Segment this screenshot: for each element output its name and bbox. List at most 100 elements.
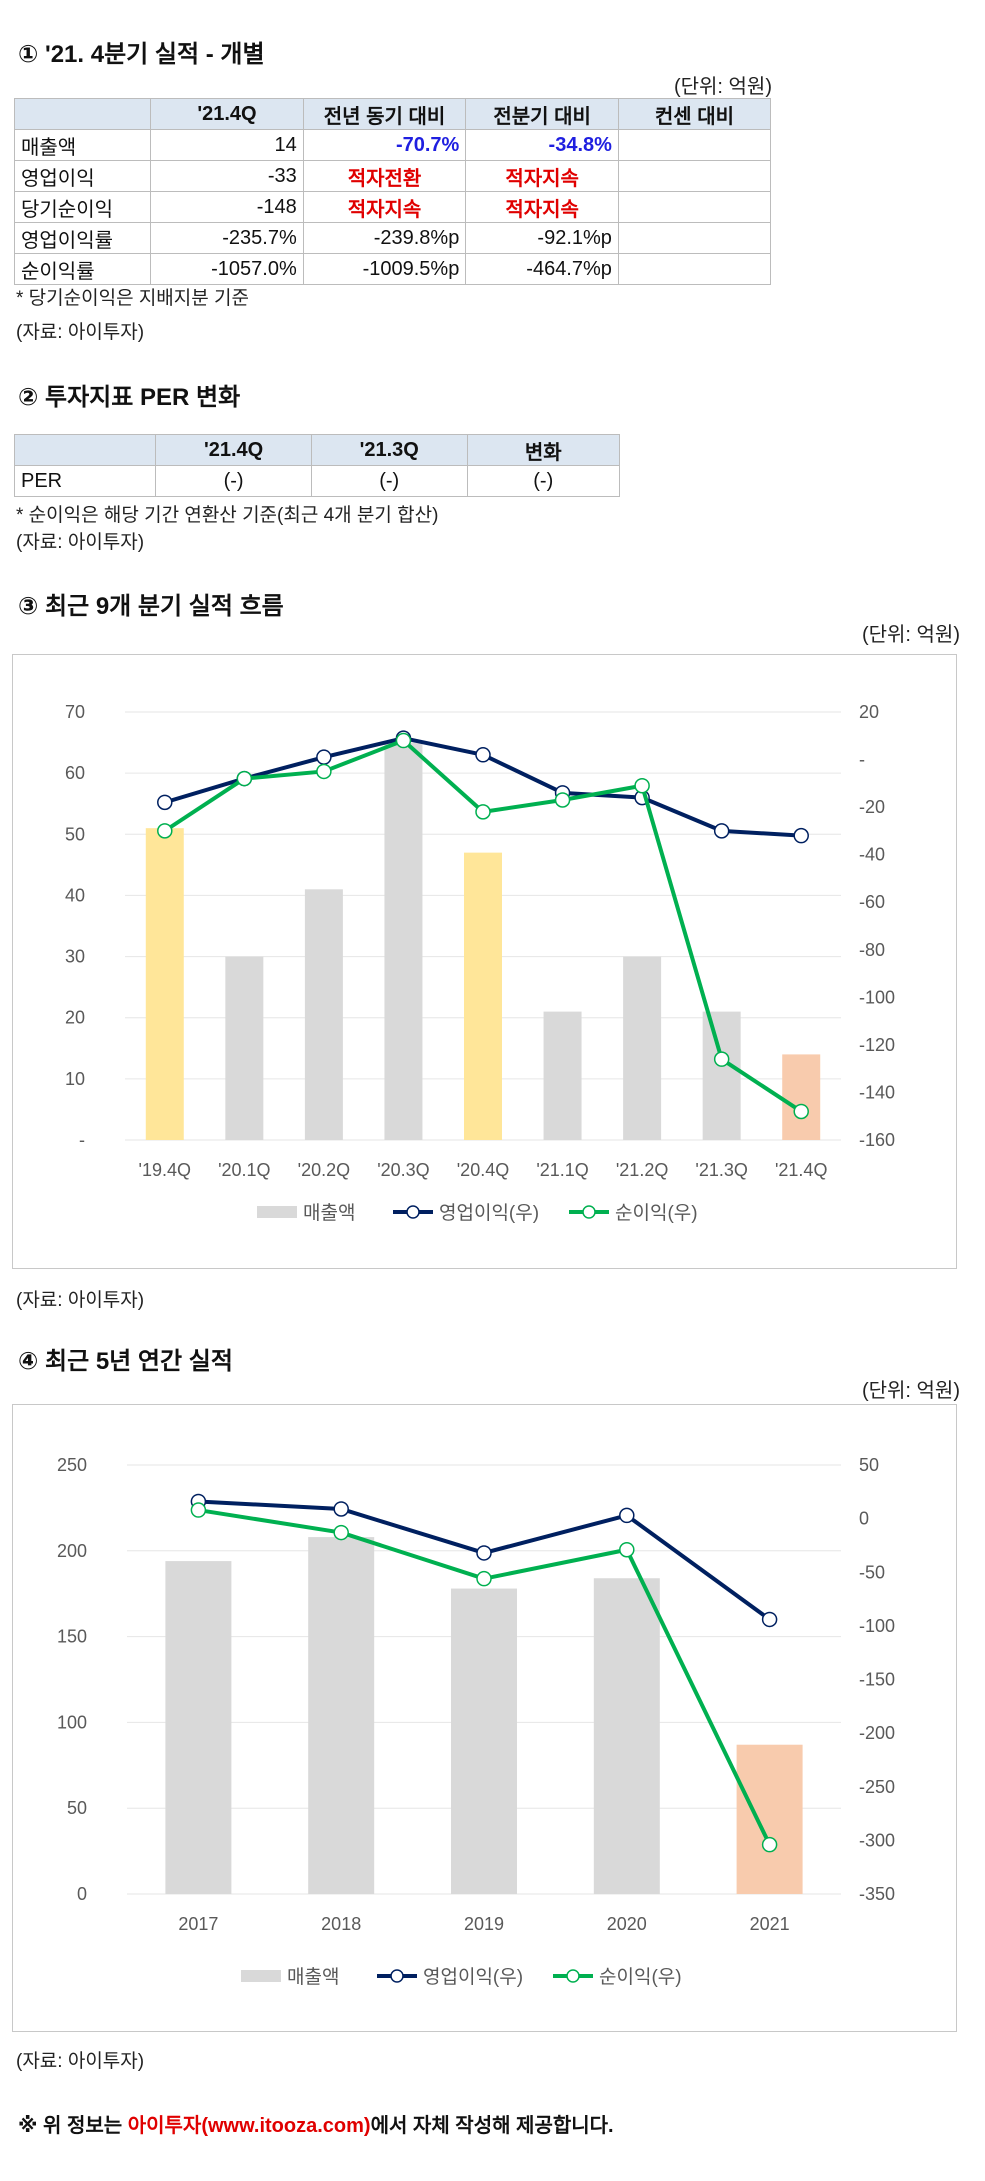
net-profit-point <box>236 770 253 787</box>
operating-profit-point <box>475 747 491 763</box>
cell-yoy: -1009.5%p <box>302 253 467 285</box>
operating-profit-point <box>619 1507 635 1524</box>
category-label: '20.4Q <box>457 1160 509 1180</box>
table-row: 영업이익률 -235.7% -239.8%p -92.1%p <box>13 222 772 254</box>
section4-unit: (단위: 억원) <box>861 1380 960 1402</box>
right-axis-tick-label: 50 <box>859 1455 879 1475</box>
cell-quarter: -1057.0% <box>150 253 304 285</box>
net-profit-point <box>713 1051 730 1067</box>
revenue-bar <box>593 1578 660 1894</box>
footer-suffix: 에서 자체 작성해 제공합니다. <box>370 2115 614 2137</box>
left-axis-tick-label: 150 <box>57 1627 87 1647</box>
left-axis-tick-label: - <box>79 1130 85 1150</box>
revenue-bar <box>782 1054 821 1140</box>
category-label: '21.2Q <box>616 1160 668 1180</box>
net-profit-point <box>476 1570 492 1587</box>
cell-yoy: 적자지속 <box>302 191 467 223</box>
revenue-bar <box>384 742 423 1140</box>
operating-profit-point <box>793 827 809 844</box>
section2-note: * 순이익은 해당 기간 연환산 기준(최근 4개 분기 합산) <box>16 505 439 526</box>
left-axis-tick-label: 50 <box>65 824 85 844</box>
cell-yoy: 적자전환 <box>302 160 467 192</box>
right-axis-tick-label: -120 <box>859 1035 895 1055</box>
right-axis-tick-label: -150 <box>859 1670 895 1690</box>
revenue-bar <box>464 852 502 1140</box>
cell-qoq: -464.7%p <box>465 253 619 285</box>
cell-consensus <box>617 129 772 161</box>
right-axis-tick-label: -50 <box>859 1562 885 1582</box>
category-label: '21.4Q <box>775 1160 827 1180</box>
right-axis-tick-label: -100 <box>859 1616 895 1636</box>
footer-brand-link[interactable]: 아이투자(www.itooza.com) <box>127 2115 371 2137</box>
cell-quarter: -148 <box>150 191 304 223</box>
category-label: '20.3Q <box>377 1160 429 1180</box>
legend-revenue-swatch <box>241 1970 281 1982</box>
footer-notice: ※ 위 정보는 아이투자(www.itooza.com)에서 자체 작성해 제공… <box>18 2109 614 2138</box>
category-label: 2021 <box>750 1914 790 1934</box>
cell-yoy: -70.7% <box>302 129 467 161</box>
table-header-cell: 컨센 대비 <box>617 98 772 130</box>
left-axis-tick-label: 70 <box>65 702 85 722</box>
left-axis-tick-label: 200 <box>57 1541 87 1561</box>
net-profit-point <box>333 1524 349 1541</box>
section2-source: (자료: 아이투자) <box>16 532 145 553</box>
right-axis-tick-label: 20 <box>859 702 879 722</box>
legend-net-profit-marker <box>582 1205 596 1219</box>
category-label: 2019 <box>464 1914 504 1934</box>
operating-profit-point <box>316 749 332 765</box>
revenue-bar <box>736 1744 803 1894</box>
net-profit-point <box>316 763 332 780</box>
annual-chart-frame: 0 50 100 150 200 250 -350 -300 -250 -200 -150 -100 -… <box>12 1404 957 2032</box>
row-label: 당기순이익 <box>13 191 152 223</box>
cell-consensus <box>617 160 772 192</box>
cell-qoq: 적자지속 <box>465 160 619 192</box>
net-profit-point <box>190 1502 207 1518</box>
row-label: 순이익률 <box>13 253 152 285</box>
quarterly-chart-frame: - 10 20 30 40 50 60 70 -160 -140 -120 -100 -80 -60 -40… <box>12 654 957 1269</box>
net-profit-point <box>634 777 650 794</box>
section1-note: * 당기순이익은 지배지분 기준 <box>16 288 249 309</box>
legend-net-profit-label: 순이익(우) <box>599 1966 682 1988</box>
section3-unit: (단위: 억원) <box>861 624 960 646</box>
revenue-bar <box>145 828 184 1140</box>
legend-revenue-label: 매출액 <box>287 1966 339 1988</box>
cell-qoq: 적자지속 <box>465 191 619 223</box>
cell-per-previous: (-) <box>310 465 468 497</box>
cell-consensus <box>617 191 772 223</box>
revenue-bar <box>304 889 343 1140</box>
revenue-bar <box>308 1537 375 1894</box>
section1-unit: (단위: 억원) <box>673 76 772 98</box>
net-profit-point <box>793 1103 809 1120</box>
category-label: '21.3Q <box>695 1160 747 1180</box>
per-table: '21.4Q '21.3Q 변화 PER (-) (-) (-) <box>13 434 621 497</box>
table-header-cell: 전분기 대비 <box>465 98 619 130</box>
net-profit-point <box>554 792 571 808</box>
table-header-cell: 전년 동기 대비 <box>302 98 467 130</box>
row-label: 영업이익률 <box>13 222 152 254</box>
category-label: 2017 <box>178 1914 218 1934</box>
row-label: 매출액 <box>13 129 152 161</box>
table-row: 당기순이익 -148 적자지속 적자지속 <box>13 191 772 223</box>
cell-consensus <box>617 222 772 254</box>
category-label: 2020 <box>607 1914 647 1934</box>
left-axis-tick-label: 60 <box>65 763 85 783</box>
left-axis-tick-label: 30 <box>65 947 85 967</box>
revenue-bar <box>451 1588 517 1894</box>
right-axis-tick-label: -20 <box>859 797 885 817</box>
category-label: '20.2Q <box>298 1160 350 1180</box>
row-label: PER <box>13 465 157 497</box>
right-axis-tick-label: 0 <box>859 1509 869 1529</box>
cell-per-change: (-) <box>466 465 621 497</box>
legend-revenue-label: 매출액 <box>303 1202 355 1224</box>
right-axis-tick-label: -40 <box>859 845 885 865</box>
net-profit-point <box>395 732 412 749</box>
right-axis-tick-label: -200 <box>859 1723 895 1743</box>
category-label: '21.1Q <box>536 1160 588 1180</box>
legend-net-profit-marker <box>566 1969 580 1983</box>
table-row: 매출액 14 -70.7% -34.8% <box>13 129 772 161</box>
right-axis-tick-label: -160 <box>859 1130 895 1150</box>
legend-operating-profit-marker <box>406 1205 420 1219</box>
right-axis-tick-label: -100 <box>859 987 895 1007</box>
left-axis-tick-label: 10 <box>65 1069 85 1089</box>
left-axis-tick-label: 100 <box>57 1712 87 1732</box>
